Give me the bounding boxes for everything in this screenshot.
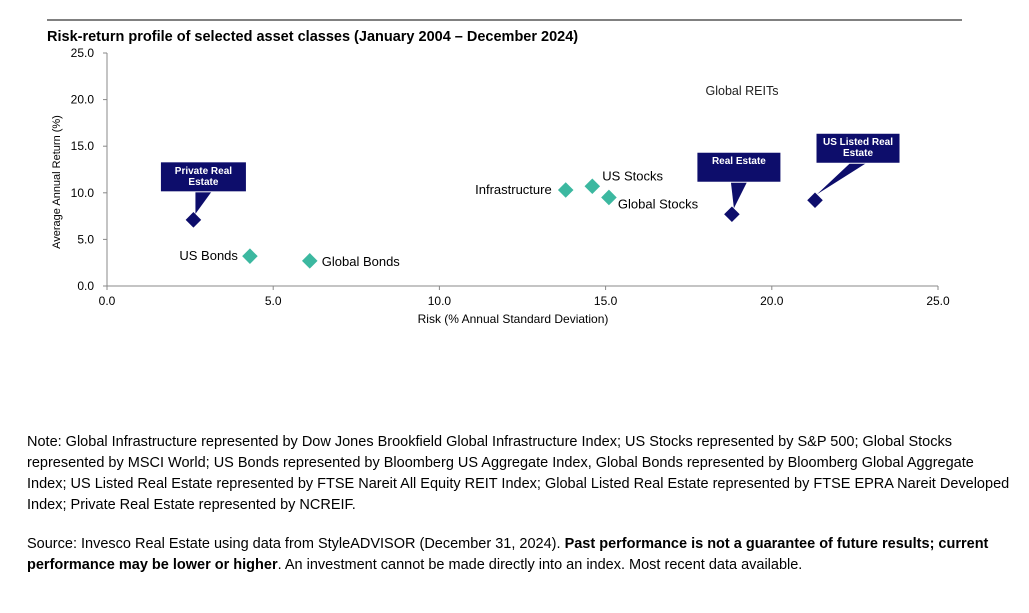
- point-label: Real Estate: [711, 156, 766, 168]
- callout-label-box: Private Real Estate: [174, 165, 233, 188]
- x-axis-label: Risk (% Annual Standard Deviation): [418, 312, 609, 326]
- callout-label-box: US Listed Real Estate: [822, 137, 894, 160]
- point-label: Global Stocks: [618, 196, 699, 211]
- callout-box: [815, 132, 901, 164]
- y-axis-label: Average Annual Return (%): [51, 115, 63, 249]
- x-tick-label: 5.0: [265, 294, 282, 308]
- chart-title: Risk-return profile of selected asset cl…: [47, 29, 578, 45]
- y-tick-label: 0.0: [77, 279, 94, 293]
- y-tick-label: 10.0: [71, 186, 95, 200]
- point: [584, 178, 601, 195]
- warning: Past performance is not a guarantee of f…: [27, 536, 989, 573]
- disclaimer: . An investment cannot be made directly …: [277, 557, 803, 573]
- point-label: Infrastructure: [475, 182, 552, 197]
- y-tick-label: 15.0: [71, 139, 95, 153]
- callout-pointer: [730, 182, 747, 209]
- callout-pointer: [195, 191, 212, 214]
- point-label: US Stocks: [602, 168, 663, 183]
- point: [807, 192, 823, 209]
- chart: Risk-return profile of selected asset cl…: [47, 19, 962, 326]
- y-tick-label: 25.0: [71, 46, 95, 60]
- point: [724, 206, 740, 223]
- point: [601, 189, 617, 206]
- y-tick-label: 20.0: [71, 93, 95, 107]
- point: [557, 182, 574, 198]
- point-label: US Bonds: [179, 248, 238, 263]
- note: Note: Global Infrastructure represented …: [27, 434, 1010, 513]
- callout-label-box: Real Estate: [711, 156, 766, 168]
- point-label: US Listed Real Estate: [822, 137, 894, 160]
- callout-pointer: [817, 163, 867, 195]
- source: Source: Invesco Real Estate using data f…: [27, 534, 1017, 576]
- point: [301, 253, 318, 269]
- point-label: Global Bonds: [322, 254, 401, 269]
- x-tick-label: 25.0: [926, 294, 950, 308]
- annotation: Global REITs: [706, 84, 779, 98]
- point: [185, 212, 202, 228]
- source-text: Source: Invesco Real Estate using data f…: [27, 536, 561, 552]
- point: [242, 248, 258, 264]
- x-tick-label: 10.0: [428, 294, 452, 308]
- x-tick-label: 0.0: [99, 294, 116, 308]
- x-tick-label: 20.0: [760, 294, 784, 308]
- notes: Note: Global Infrastructure represented …: [27, 432, 1017, 594]
- x-tick-label: 15.0: [594, 294, 618, 308]
- callout-box: [696, 151, 782, 183]
- callout-box: [159, 161, 247, 193]
- y-tick-label: 5.0: [77, 232, 94, 246]
- point-label: Private Real Estate: [174, 165, 233, 188]
